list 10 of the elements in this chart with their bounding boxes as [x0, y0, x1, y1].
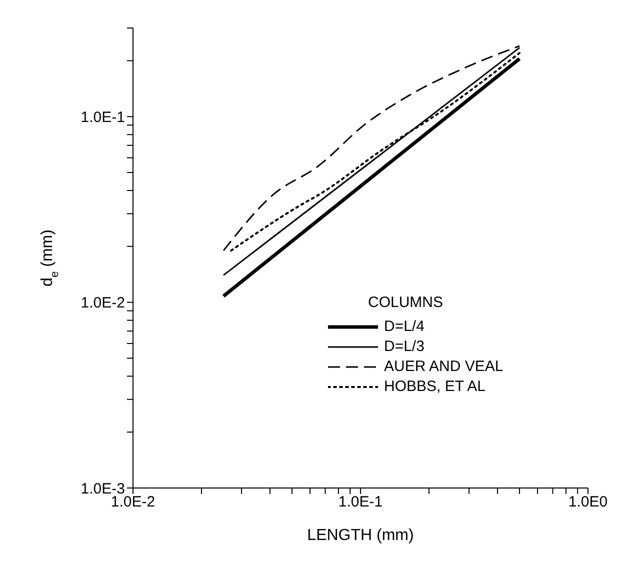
legend-label: AUER AND VEAL: [384, 357, 504, 377]
legend-title: COLUMNS: [368, 293, 444, 313]
legend-label: HOBBS, ET AL: [384, 377, 486, 397]
legend-label: D=L/4: [384, 317, 424, 337]
x-axis-title: LENGTH (mm): [307, 527, 414, 544]
y-tick-label: 1.0E-1: [80, 108, 125, 126]
legend-label: D=L/3: [384, 337, 424, 357]
x-tick-label: 1.0E-1: [338, 494, 383, 511]
x-tick-label: 1.0E0: [568, 494, 608, 511]
y-tick-label: 1.0E-2: [80, 294, 125, 312]
